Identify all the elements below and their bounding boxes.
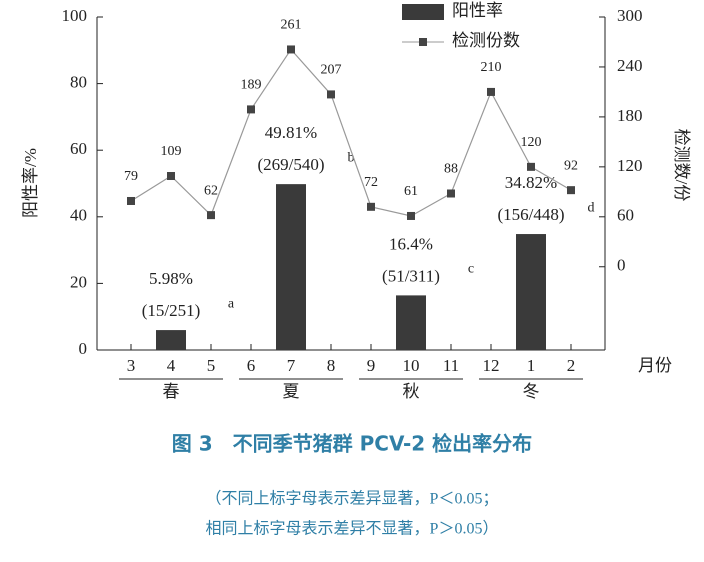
line-value-label: 189	[241, 78, 262, 93]
line-marker	[487, 87, 495, 96]
x-tick-label: 12	[483, 356, 500, 375]
legend-swatch	[419, 38, 427, 46]
legend-swatch	[402, 4, 444, 20]
y-tick-label: 0	[79, 339, 88, 358]
line	[130, 48, 572, 217]
x-tick-label: 9	[367, 356, 376, 375]
y-tick-label: 40	[70, 206, 87, 225]
group-label: 春	[163, 382, 180, 401]
chart-title: 图 3 不同季节猪群 PCV-2 检出率分布	[172, 432, 532, 456]
line-marker	[327, 90, 335, 99]
line-value-label: 210	[481, 60, 502, 75]
bar-value-label: 16.4%	[389, 234, 433, 253]
y2-tick-label: 60	[617, 206, 634, 225]
legend-label: 阳性率	[452, 1, 503, 20]
legend-label: 检测份数	[452, 31, 520, 50]
bar	[396, 295, 426, 350]
x-tick-label: 10	[403, 356, 420, 375]
y2-tick-label: 240	[617, 56, 643, 75]
y-tick-label: 100	[62, 6, 88, 25]
y2-tick-label: 180	[617, 106, 643, 125]
significance-letter: a	[228, 296, 235, 311]
line-marker	[567, 186, 575, 195]
y2-axis-label: 检测数/份	[672, 129, 691, 202]
bar	[156, 330, 186, 350]
line-value-label: 120	[521, 135, 542, 150]
y2-tick-label: 120	[617, 156, 643, 175]
group-label: 夏	[283, 382, 300, 401]
caption: （不同上标字母表示差异显著，P＜0.05；	[206, 490, 499, 508]
line-marker	[127, 196, 135, 205]
line-marker	[447, 189, 455, 198]
x-tick-label: 2	[567, 356, 576, 375]
line-marker	[527, 162, 535, 171]
y2-tick-label: 300	[617, 6, 643, 25]
x-tick-label: 8	[327, 356, 336, 375]
line-value-label: 61	[404, 184, 418, 199]
line-value-label: 88	[444, 162, 458, 177]
line-value-label: 79	[124, 169, 138, 184]
line-marker	[247, 105, 255, 114]
y-tick-label: 20	[70, 272, 87, 291]
x-tick-label: 1	[527, 356, 536, 375]
x-tick-label: 11	[443, 356, 459, 375]
line-value-label: 62	[204, 183, 218, 198]
line-value-label: 92	[564, 158, 578, 173]
line-value-label: 261	[281, 18, 302, 33]
group-label: 冬	[523, 382, 540, 401]
bar-value-label: 34.82%	[505, 173, 557, 192]
line-marker	[167, 172, 175, 181]
significance-letter: c	[468, 262, 474, 277]
x-tick-label: 7	[287, 356, 296, 375]
bar-value-label: 5.98%	[149, 269, 193, 288]
line-marker	[207, 211, 215, 220]
bar-value-label: 49.81%	[265, 123, 317, 142]
x-axis-label: 月份	[638, 356, 672, 375]
significance-letter: d	[588, 200, 595, 215]
x-tick-label: 3	[127, 356, 136, 375]
x-tick-label: 5	[207, 356, 216, 375]
line-value-label: 72	[364, 175, 378, 190]
bar-count-label: (15/251)	[142, 301, 201, 320]
y2-tick-label: 0	[617, 256, 626, 275]
x-tick-label: 4	[167, 356, 176, 375]
bar	[516, 234, 546, 350]
bar-count-label: (269/540)	[257, 155, 324, 174]
line-marker	[407, 211, 415, 220]
y-tick-label: 60	[70, 139, 87, 158]
x-tick-label: 6	[247, 356, 256, 375]
bar-count-label: (51/311)	[382, 266, 440, 285]
line-value-label: 207	[321, 63, 342, 78]
significance-letter: b	[348, 150, 355, 165]
bar	[276, 184, 306, 350]
group-label: 秋	[403, 382, 420, 401]
y-tick-label: 80	[70, 73, 87, 92]
line-marker	[287, 45, 295, 54]
line-marker	[367, 202, 375, 211]
caption: 相同上标字母表示差异不显著，P＞0.05）	[206, 520, 499, 538]
line-value-label: 109	[161, 144, 182, 159]
bar-count-label: (156/448)	[497, 205, 564, 224]
y-axis-label: 阳性率/%	[21, 148, 40, 218]
